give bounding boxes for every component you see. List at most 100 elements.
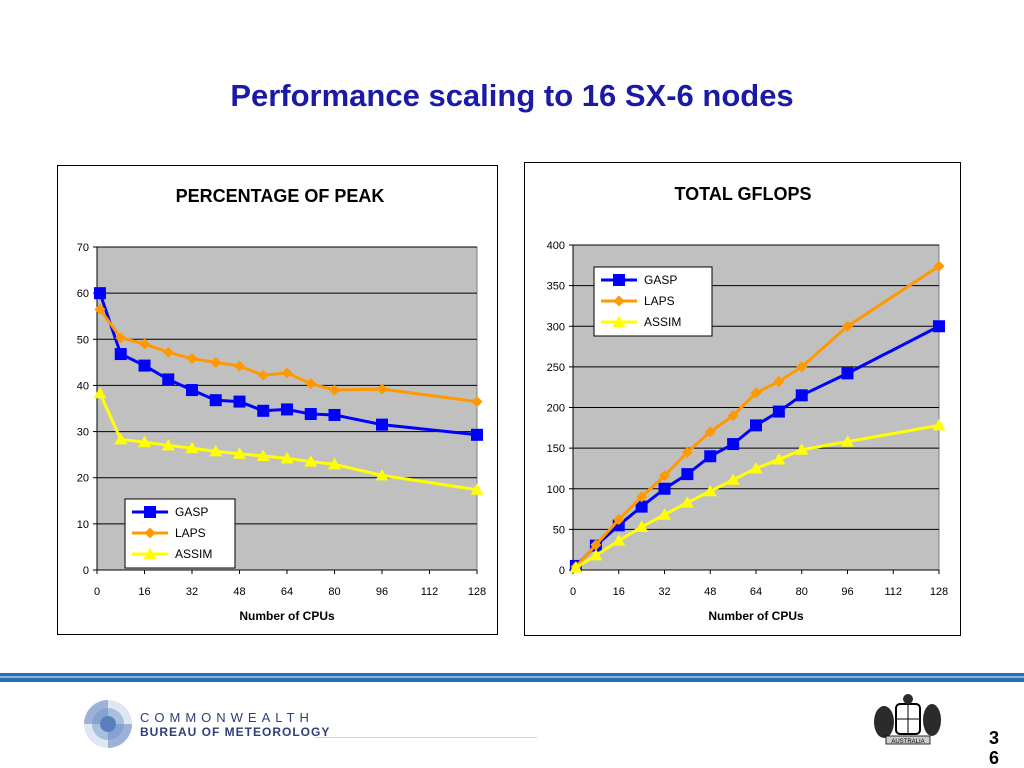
peak-series-laps-point-11 bbox=[376, 383, 388, 395]
peak-series-assim-point-6 bbox=[233, 447, 246, 459]
gflops-series-gasp-point-3 bbox=[635, 500, 648, 513]
peak-series-gasp-point-6 bbox=[233, 395, 246, 408]
gflops-series-assim-point-6 bbox=[703, 484, 717, 497]
peak-ytick-label-20: 20 bbox=[77, 473, 89, 485]
peak-series-laps-point-1 bbox=[115, 332, 127, 344]
peak-series-gasp-point-8 bbox=[281, 403, 293, 416]
peak-ytick-label-50: 50 bbox=[77, 334, 89, 346]
peak-legend-item-laps-swatch-marker bbox=[144, 527, 156, 539]
gflops-series-gasp-point-4 bbox=[658, 482, 671, 495]
peak-series-laps-point-7 bbox=[257, 369, 269, 381]
gflops-ytick-label-50: 50 bbox=[553, 524, 565, 536]
gflops-ytick-label-150: 150 bbox=[547, 443, 565, 455]
peak-series-laps-point-6 bbox=[234, 360, 245, 372]
peak-series-laps-point-0 bbox=[94, 303, 106, 315]
peak-ytick-label-40: 40 bbox=[77, 380, 89, 392]
gflops-series-assim-point-12 bbox=[932, 418, 946, 431]
gflops-series-laps-point-12 bbox=[933, 260, 945, 272]
gflops-series-laps-point-8 bbox=[750, 387, 762, 399]
chart-percentage-of-peak: PERCENTAGE OF PEAK 0 10 20 30 40 50 60 70 0 16 32 48… bbox=[57, 165, 498, 635]
gflops-series-gasp-point-7 bbox=[727, 438, 740, 451]
peak-series-laps-point-5 bbox=[210, 356, 222, 368]
peak-series-gasp-point-3 bbox=[162, 373, 175, 386]
gflops-xtick-label-32: 32 bbox=[658, 586, 670, 598]
gflops-series-assim-point-0 bbox=[569, 561, 583, 573]
peak-xtick-label-32: 32 bbox=[186, 586, 198, 598]
peak-legend-item-laps-label: LAPS bbox=[175, 526, 206, 540]
gflops-xtick-label-0: 0 bbox=[570, 586, 576, 598]
gflops-series-assim-point-1 bbox=[589, 548, 603, 561]
gflops-ytick-label-400: 400 bbox=[547, 240, 565, 252]
gflops-xtick-label-112: 112 bbox=[884, 586, 902, 598]
gflops-ytick-label-300: 300 bbox=[547, 321, 565, 333]
peak-series-laps bbox=[94, 303, 483, 408]
gflops-series-gasp-point-11 bbox=[841, 367, 854, 380]
peak-series-laps-point-12 bbox=[471, 396, 483, 408]
gflops-ytick-label-350: 350 bbox=[547, 281, 565, 293]
peak-title: PERCENTAGE OF PEAK bbox=[176, 186, 385, 206]
gflops-ytick-label-0: 0 bbox=[559, 565, 565, 577]
peak-xtick-label-96: 96 bbox=[376, 586, 388, 598]
peak-series-assim-point-8 bbox=[280, 451, 294, 464]
peak-legend-item-assim-swatch-marker bbox=[143, 547, 157, 559]
peak-xtick-label-48: 48 bbox=[233, 586, 245, 598]
gflops-series-assim bbox=[569, 418, 946, 573]
gflops-series-assim-point-8 bbox=[749, 461, 763, 474]
gflops-legend-item-laps-label: LAPS bbox=[644, 294, 675, 308]
peak-series-gasp-point-11 bbox=[376, 418, 388, 431]
peak-series-gasp-point-9 bbox=[304, 408, 317, 421]
gflops-series-laps-point-10 bbox=[796, 361, 808, 373]
gflops-xlabel: Number of CPUs bbox=[708, 609, 804, 623]
gflops-series-assim-point-2 bbox=[612, 534, 626, 546]
peak-ytick-label-10: 10 bbox=[77, 519, 89, 531]
peak-legend-item-gasp-swatch-marker bbox=[144, 506, 156, 518]
peak-xtick-label-128: 128 bbox=[468, 586, 486, 598]
gflops-xtick-label-48: 48 bbox=[704, 586, 716, 598]
chart-percentage-of-peak-svg: PERCENTAGE OF PEAK 0 10 20 30 40 50 60 70 0 16 32 48… bbox=[77, 186, 486, 623]
peak-series-assim-point-12 bbox=[470, 483, 484, 495]
peak-series-gasp-point-1 bbox=[114, 348, 127, 361]
peak-legend-item-assim-label: ASSIM bbox=[175, 547, 212, 561]
peak-series-assim-point-2 bbox=[138, 435, 151, 448]
peak-series-gasp-point-10 bbox=[328, 408, 341, 421]
peak-series-assim-point-11 bbox=[375, 468, 389, 481]
peak-ytick-label-70: 70 bbox=[77, 242, 89, 254]
peak-xlabel: Number of CPUs bbox=[239, 609, 335, 623]
peak-series-laps-point-9 bbox=[305, 378, 317, 390]
gflops-series-laps bbox=[570, 260, 945, 573]
peak-series-assim-point-4 bbox=[185, 441, 199, 454]
peak-series-assim-point-1 bbox=[114, 432, 128, 445]
gflops-legend-item-gasp-swatch-marker bbox=[613, 274, 625, 286]
gflops-legend-item-assim-swatch-marker bbox=[612, 315, 626, 327]
peak-series-laps-point-8 bbox=[281, 367, 293, 379]
gflops-series-laps-point-1 bbox=[590, 539, 602, 551]
org-name-line1: COMMONWEALTH bbox=[140, 710, 314, 725]
gflops-ytick-label-100: 100 bbox=[547, 484, 565, 496]
coat-of-arms-icon: AUSTRALIA bbox=[874, 694, 941, 745]
peak-series-gasp-point-4 bbox=[186, 384, 198, 397]
peak-series-assim-point-9 bbox=[304, 455, 318, 467]
peak-xtick-label-0: 0 bbox=[94, 586, 100, 598]
gflops-legend-item-gasp-label: GASP bbox=[644, 273, 677, 287]
peak-series-laps-point-2 bbox=[139, 338, 150, 350]
chart-total-gflops: TOTAL GFLOPS 0 50 100 150 200 250 300 350 400 0 16 3… bbox=[524, 162, 961, 636]
page-number: 36 bbox=[989, 728, 1000, 768]
peak-ytick-label-0: 0 bbox=[83, 565, 89, 577]
gflops-ytick-label-250: 250 bbox=[547, 362, 565, 374]
peak-ytick-label-60: 60 bbox=[77, 288, 89, 300]
gflops-series-laps-point-2 bbox=[613, 514, 625, 526]
peak-series-gasp-point-2 bbox=[138, 359, 151, 372]
footer-divider bbox=[0, 673, 1024, 682]
peak-series-gasp bbox=[93, 287, 483, 441]
peak-series-assim-point-3 bbox=[161, 438, 175, 451]
peak-series-laps-point-10 bbox=[329, 384, 340, 396]
gflops-series-assim-point-5 bbox=[680, 496, 694, 508]
gflops-series-gasp-point-9 bbox=[772, 405, 785, 418]
gflops-legend: GASP LAPS ASSIM bbox=[593, 266, 713, 337]
peak-series-assim-point-10 bbox=[328, 457, 341, 470]
gflops-series-assim-point-4 bbox=[658, 508, 671, 520]
gflops-series-gasp-point-5 bbox=[681, 468, 694, 481]
peak-legend: GASP LAPS ASSIM bbox=[124, 498, 236, 569]
gflops-series-laps-point-4 bbox=[659, 470, 670, 482]
gflops-ytick-label-200: 200 bbox=[547, 403, 565, 415]
